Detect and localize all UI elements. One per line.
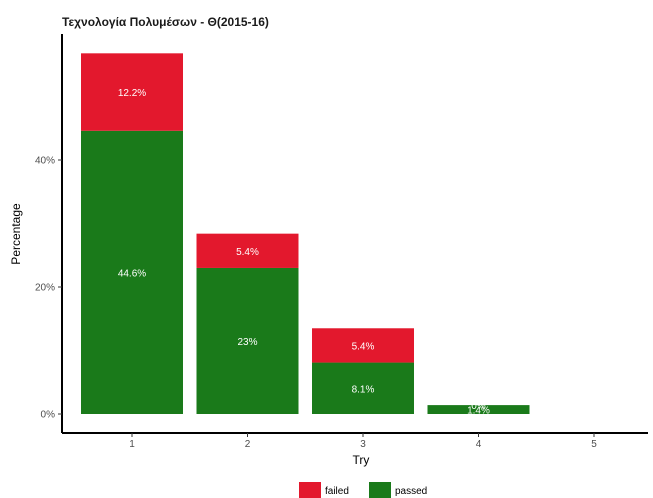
y-tick-label: 20% <box>35 283 55 294</box>
bar-label-failed-2: 5.4% <box>236 247 259 258</box>
y-ticks: 0% 20% 40% <box>35 156 62 421</box>
bar-label-passed-3: 8.1% <box>352 384 375 395</box>
legend-label-passed: passed <box>395 486 427 497</box>
x-tick-label: 1 <box>129 439 135 450</box>
plot-area: 44.6% 12.2% 23% 5.4% 8.1% 5.4% 1.4%0% <box>81 53 530 417</box>
x-tick-label: 3 <box>360 439 366 450</box>
bar-failed-3 <box>312 328 414 363</box>
bar-passed-3 <box>312 362 414 414</box>
bar-label-failed-3: 5.4% <box>352 341 375 352</box>
legend-swatch-passed <box>369 482 391 498</box>
legend-label-failed: failed <box>325 486 349 497</box>
y-axis-label: Percentage <box>9 203 23 265</box>
bar-failed-2 <box>196 233 299 268</box>
bar-passed-4 <box>427 405 530 414</box>
bar-label-passed-1: 44.6% <box>118 268 146 279</box>
x-tick-label: 2 <box>245 439 251 450</box>
x-axis-label: Try <box>353 453 370 467</box>
y-tick-label: 40% <box>35 156 55 167</box>
bar-label-passed-2: 23% <box>237 337 257 348</box>
y-tick-label: 0% <box>41 410 56 421</box>
bar-label-passed-4: 1.4% <box>467 406 490 417</box>
bar-label-failed-4: 0% <box>471 401 486 412</box>
x-ticks: 1 2 3 4 5 <box>129 433 597 450</box>
legend: failed passed <box>299 482 427 498</box>
x-tick-label: 4 <box>476 439 482 450</box>
x-tick-label: 5 <box>591 439 597 450</box>
bar-passed-1 <box>81 130 183 415</box>
bar-failed-1 <box>81 53 183 131</box>
chart-title: Τεχνολογία Πολυμέσων - Θ(2015-16) <box>62 15 269 29</box>
bar-passed-2 <box>196 267 299 414</box>
legend-swatch-failed <box>299 482 321 498</box>
bar-label-failed-1: 12.2% <box>118 88 146 99</box>
